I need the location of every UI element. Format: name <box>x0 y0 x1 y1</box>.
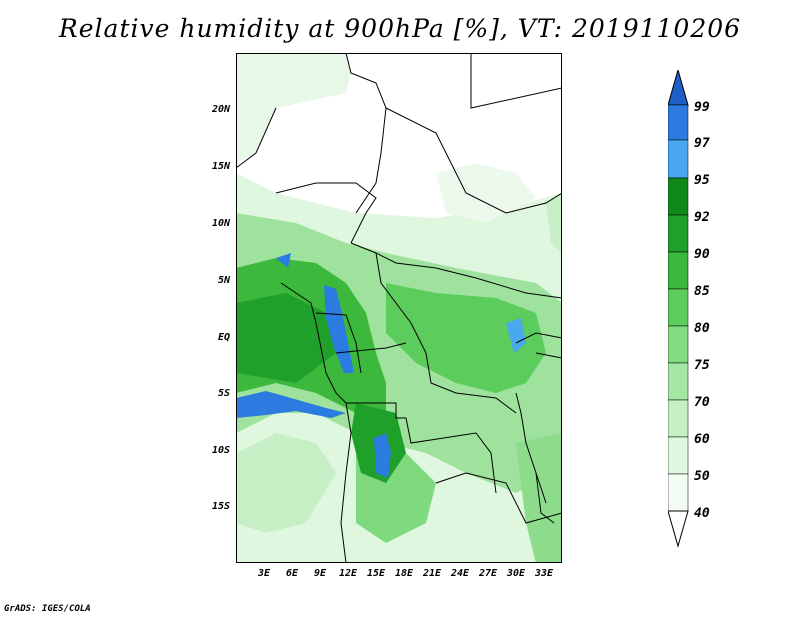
humidity-field-saturated <box>324 285 354 373</box>
colorbar-top-arrow <box>668 70 689 106</box>
grads-credit: GrADS: IGES/COLA <box>4 604 91 614</box>
humidity-field-dark <box>386 283 546 393</box>
lat-label-15s: 15S <box>211 501 230 512</box>
lon-label-21e: 21E <box>422 568 442 579</box>
lat-label-eq: EQ <box>217 332 230 343</box>
colorbar-label-99: 99 <box>694 100 710 115</box>
humidity-field-medium <box>236 433 336 533</box>
colorbar-segment-60 <box>668 399 689 438</box>
colorbar-label-92: 92 <box>694 210 710 225</box>
colorbar <box>668 70 689 548</box>
colorbar-bottom-arrow <box>668 510 689 548</box>
lat-label-15n: 15N <box>211 161 230 172</box>
humidity-field-light <box>236 53 351 163</box>
lon-label-12e: 12E <box>338 568 358 579</box>
colorbar-label-60: 60 <box>694 432 710 447</box>
lon-label-18e: 18E <box>394 568 414 579</box>
lon-label-30e: 30E <box>506 568 526 579</box>
lon-label-9e: 9E <box>313 568 327 579</box>
humidity-field-saturated <box>236 391 346 418</box>
colorbar-label-85: 85 <box>694 284 710 299</box>
lat-label-5s: 5S <box>217 388 230 399</box>
humidity-field-dark <box>236 293 336 383</box>
colorbar-label-40: 40 <box>694 506 710 521</box>
colorbar-segment-70 <box>668 362 689 401</box>
humidity-field-saturated <box>506 318 526 353</box>
colorbar-segment-90 <box>668 214 689 253</box>
lat-label-20n: 20N <box>211 104 230 115</box>
humidity-field-saturated <box>276 253 291 268</box>
colorbar-segment-50 <box>668 436 689 475</box>
coastlines <box>280 282 555 524</box>
colorbar-label-70: 70 <box>694 395 710 410</box>
colorbar-segment-75 <box>668 325 689 364</box>
humidity-map <box>236 53 562 563</box>
lon-label-6e: 6E <box>285 568 299 579</box>
lat-label-5n: 5N <box>217 275 230 286</box>
map-frame <box>236 53 562 563</box>
colorbar-label-75: 75 <box>694 358 710 373</box>
lon-label-33e: 33E <box>534 568 554 579</box>
humidity-field-light <box>546 193 562 253</box>
colorbar-label-50: 50 <box>694 469 710 484</box>
map-title: Relative humidity at 900hPa [%], VT: 201… <box>58 14 742 43</box>
lon-label-15e: 15E <box>366 568 386 579</box>
lon-label-24e: 24E <box>450 568 470 579</box>
colorbar-label-97: 97 <box>694 136 710 151</box>
colorbar-label-80: 80 <box>694 321 710 336</box>
lon-label-27e: 27E <box>478 568 498 579</box>
colorbar-segment-92 <box>668 177 689 216</box>
humidity-field-saturated <box>374 433 391 478</box>
lat-label-10s: 10S <box>211 445 230 456</box>
colorbar-segment-85 <box>668 251 689 290</box>
lat-label-10n: 10N <box>211 218 230 229</box>
colorbar-label-90: 90 <box>694 247 710 262</box>
country-borders <box>236 53 562 563</box>
humidity-field-light <box>436 163 536 223</box>
colorbar-segment-95 <box>668 139 689 179</box>
colorbar-segment-80 <box>668 288 689 327</box>
colorbar-segment-40 <box>668 473 689 512</box>
colorbar-label-95: 95 <box>694 173 710 188</box>
colorbar-segment-97 <box>668 104 689 141</box>
lon-label-3e: 3E <box>257 568 271 579</box>
